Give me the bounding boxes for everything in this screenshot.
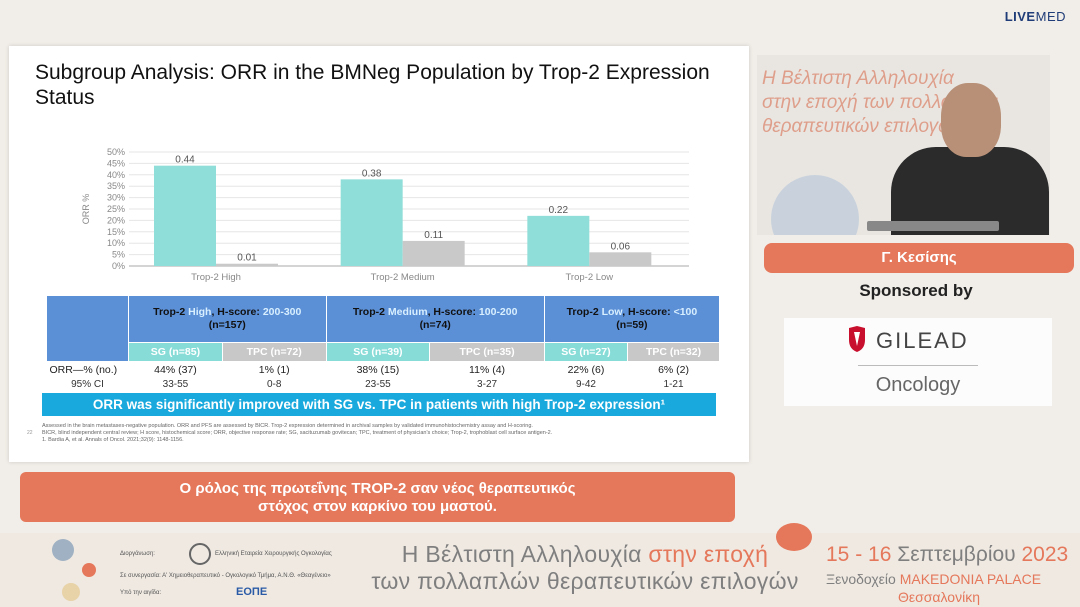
event-date: 15 - 16 Σεπτεμβρίου 2023 <box>826 543 1069 566</box>
table-row: ORR—% (no.) 44% (37) 1% (1) 38% (15) 11%… <box>47 362 720 379</box>
backdrop-circle <box>771 175 859 235</box>
event-city: Θεσσαλονίκη <box>898 589 980 605</box>
x-category-label: Trop-2 Medium <box>371 272 435 283</box>
livemed-logo: LIVEMED <box>1005 9 1066 24</box>
footnote-line: 1. Bardia A, et al. Annals of Oncol. 202… <box>42 437 184 443</box>
video-backdrop-text: Η Βέλτιστη Αλληλουχία στην εποχή των πολ… <box>762 68 998 137</box>
orr-row-label: ORR—% (no.) <box>49 364 118 377</box>
y-tick-label: 0% <box>112 261 125 271</box>
footnote-line: BICR, blind independent central review; … <box>42 430 553 436</box>
slide-title: Subgroup Analysis: ORR in the BMNeg Popu… <box>35 61 710 109</box>
table-cell: 11% (4) <box>469 364 506 377</box>
bar-tpc <box>402 240 465 266</box>
footnote-line: Assessed in the brain metastases-negativ… <box>42 423 533 429</box>
y-axis-label: ORR % <box>81 194 91 225</box>
talk-subtitle: Ο ρόλος της πρωτεΐνης TROP-2 σαν νέος θε… <box>20 472 735 522</box>
table-cell: 1-21 <box>663 379 684 390</box>
laptop <box>867 221 999 231</box>
table-cell: 33-55 <box>162 379 189 390</box>
subtitle-line: Ο ρόλος της πρωτεΐνης TROP-2 σαν νέος θε… <box>179 480 576 497</box>
event-banner: Διοργάνωση: Ελληνική Εταιρεία Χειρουργικ… <box>0 523 1080 607</box>
y-tick-label: 50% <box>107 147 125 157</box>
y-tick-label: 10% <box>107 238 125 248</box>
y-tick-label: 25% <box>107 204 125 214</box>
sponsor-company: GILEAD <box>876 328 969 353</box>
y-tick-label: 35% <box>107 181 125 191</box>
organizer-name: Ελληνική Εταιρεία Χειρουργικής Ογκολογία… <box>215 551 332 557</box>
bar-sg <box>527 215 590 266</box>
data-label: 0.22 <box>549 205 569 216</box>
slide-footnotes: Assessed in the brain metastases-negativ… <box>42 423 732 444</box>
arm-header: TPC (n=35) <box>429 342 545 362</box>
eope-logo: ΕΟΠΕ <box>236 586 268 598</box>
decor-dot <box>62 583 80 601</box>
decor-dot <box>52 539 74 561</box>
x-category-label: Trop-2 High <box>191 272 241 283</box>
ci-row-label: 95% CI <box>71 379 104 390</box>
data-label: 0.06 <box>611 241 631 252</box>
presentation-slide: Subgroup Analysis: ORR in the BMNeg Popu… <box>9 46 749 462</box>
sponsor-divider <box>858 365 978 366</box>
event-title: Η Βέλτιστη Αλληλουχία στην εποχή των πολ… <box>371 541 799 594</box>
group-header-high: Trop-2 High, H-score: 200-300 (n=157) <box>128 295 327 343</box>
speaker-head <box>941 83 1001 157</box>
data-label: 0.44 <box>175 155 195 166</box>
chart-svg: 0%5% 10%15% 20%25%30% 35%40% 45%50% ORR % 0.44… <box>81 147 689 283</box>
table-cell: 38% (15) <box>356 364 400 377</box>
decor-dot <box>776 523 812 551</box>
data-label: 0.38 <box>362 168 382 179</box>
arm-header: TPC (n=32) <box>627 342 720 362</box>
bar-sg <box>340 179 403 266</box>
gilead-mark-icon <box>849 326 865 352</box>
auspices-line: Υπό την αιγίδα: <box>120 590 162 596</box>
logo-live-text: LIVE <box>1004 9 1036 24</box>
arm-header: SG (n=39) <box>325 342 431 362</box>
bar-sg <box>154 165 216 266</box>
group-header-low: Trop-2 Low, H-score: <100 (n=59) <box>543 295 721 343</box>
bar-tpc <box>216 263 278 266</box>
data-label: 0.11 <box>424 230 443 241</box>
y-tick-label: 30% <box>107 193 125 203</box>
arm-header: SG (n=85) <box>128 342 223 362</box>
sponsored-by-label: Sponsored by <box>859 281 973 300</box>
logo-med-text: MED <box>1035 9 1066 24</box>
table-row: 95% CI 33-55 0-8 23-55 3-27 9-42 1-21 <box>47 379 720 391</box>
speaker-figure <box>891 147 1049 235</box>
table-cell: 22% (6) <box>567 364 605 377</box>
y-tick-label: 15% <box>107 227 125 237</box>
collaborator-line: Σε συνεργασία: Α' Χημειοθεραπευτικό - Ογ… <box>120 573 331 579</box>
arm-header: TPC (n=72) <box>221 342 327 362</box>
arm-header: SG (n=27) <box>543 342 629 362</box>
decor-dot <box>82 563 96 577</box>
organizer-line: Διοργάνωση: <box>120 551 155 557</box>
table-cell: 23-55 <box>365 379 391 390</box>
sponsor-logo: GILEAD Oncology <box>784 318 1052 406</box>
event-venue: Ξενοδοχείο MAKEDONIA PALACE <box>826 571 1042 587</box>
table-cell: 3-27 <box>477 379 498 390</box>
orr-bar-chart: 0% 5% 10% 15% 20% 25% 30% 35% 40% 45% 50% ORR % 0.44… <box>79 144 699 289</box>
subgroup-table: Trop-2 High, H-score: 200-300 (n=157) Tro… <box>46 295 721 391</box>
speaker-video: Η Βέλτιστη Αλληλουχία στην εποχή των πολ… <box>757 55 1050 235</box>
table-cell: 9-42 <box>575 379 596 390</box>
speaker-name: Γ. Κεσίσης <box>764 243 1074 273</box>
group-header-medium: Trop-2 Medium, H-score: 100-200 (n=74) <box>325 295 545 343</box>
x-category-label: Trop-2 Low <box>565 272 613 283</box>
subtitle-line: στόχος στον καρκίνο του μαστού. <box>258 498 497 515</box>
table-cell: 1% (1) <box>258 364 290 377</box>
y-tick-label: 45% <box>107 158 125 168</box>
key-finding-callout: ORR was significantly improved with SG v… <box>42 393 716 416</box>
table-cell: 0-8 <box>266 379 282 390</box>
slide-page-number: 22 <box>27 430 33 436</box>
sponsor-division: Oncology <box>875 374 961 396</box>
y-tick-label: 40% <box>107 170 125 180</box>
data-label: 0.01 <box>237 253 257 264</box>
society-seal-icon <box>189 543 211 565</box>
y-tick-label: 20% <box>107 215 125 225</box>
table-corner <box>46 295 129 362</box>
bar-tpc <box>589 252 652 266</box>
table-cell: 44% (37) <box>154 364 197 377</box>
table-cell: 6% (2) <box>658 364 689 377</box>
y-tick-label: 5% <box>112 250 125 260</box>
